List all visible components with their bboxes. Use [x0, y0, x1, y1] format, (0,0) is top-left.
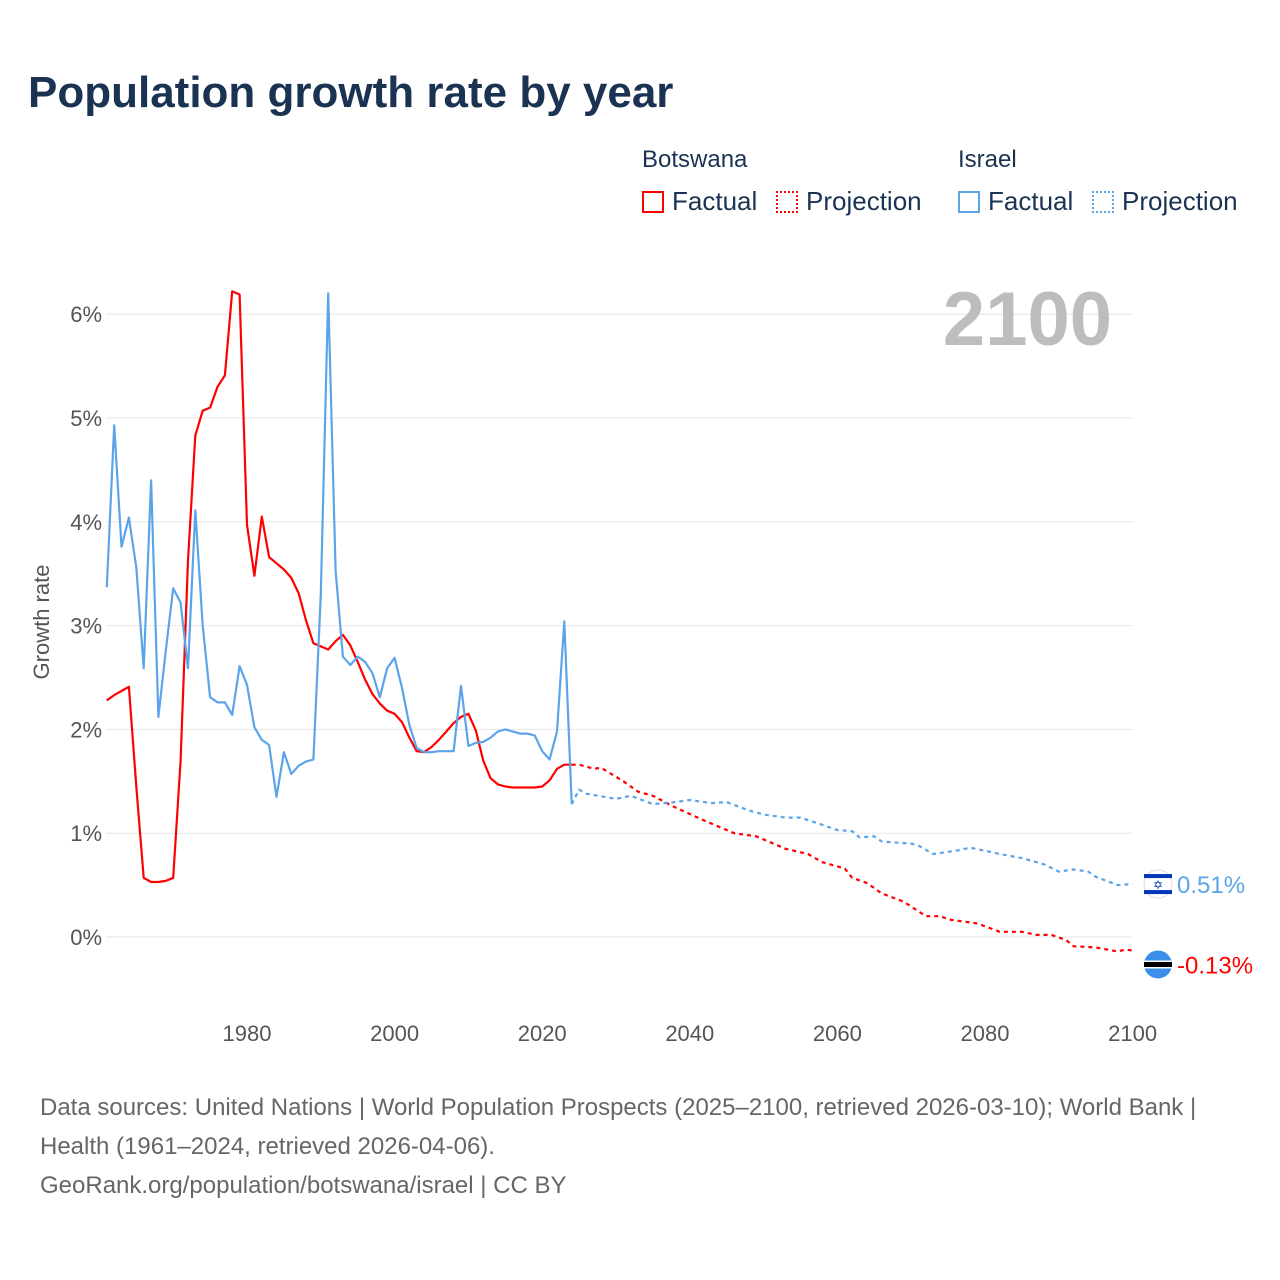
x-tick-label: 2080: [961, 1021, 1010, 1046]
y-tick-label: 5%: [70, 406, 102, 431]
legend-israel-projection[interactable]: Projection: [1092, 186, 1238, 217]
legend-israel-label: Israel: [958, 146, 1017, 173]
israel-flag-stripe: [1144, 890, 1172, 895]
x-tick-label: 2060: [813, 1021, 862, 1046]
x-tick-label: 2020: [518, 1021, 567, 1046]
legend-botswana-projection[interactable]: Projection: [776, 186, 922, 217]
star-of-david-icon: ✡: [1153, 878, 1163, 892]
y-tick-label: 2%: [70, 717, 102, 742]
y-tick-label: 3%: [70, 614, 102, 639]
y-tick-label: 1%: [70, 821, 102, 846]
y-tick-label: 0%: [70, 925, 102, 950]
solid-swatch-icon: [958, 190, 980, 213]
legend-label: Factual: [988, 186, 1074, 216]
legend-label: Projection: [1122, 186, 1238, 216]
y-tick-label: 4%: [70, 510, 102, 535]
footer: Data sources: United Nations | World Pop…: [40, 1088, 1240, 1205]
botswana-flag-stripe: [1144, 961, 1172, 967]
dotted-swatch-icon: [1092, 190, 1114, 213]
israel-flag-stripe: [1144, 874, 1172, 879]
series-line-botswana-factual: [106, 290, 572, 884]
legend-botswana-factual[interactable]: Factual: [642, 186, 757, 217]
dotted-swatch-icon: [776, 190, 798, 213]
legend-label: Projection: [806, 186, 922, 216]
plot-area: 0% 1% 2% 3% 4% 5% 6% 1980 2000 2020 2040 2060 2080 21…: [70, 290, 1253, 1046]
israel-end-label: 0.51%: [1177, 872, 1245, 899]
current-year-label: 2100: [942, 277, 1112, 362]
series-line-botswana-projection: [571, 763, 1133, 953]
series-line-israel-projection: [570, 788, 1133, 887]
botswana-end-label: -0.13%: [1177, 952, 1253, 979]
credit-link[interactable]: GeoRank.org/population/botswana/israel |…: [40, 1172, 567, 1199]
x-tick-label: 2000: [370, 1021, 419, 1046]
data-sources: Data sources: United Nations | World Pop…: [40, 1094, 1197, 1160]
x-tick-label: 2040: [665, 1021, 714, 1046]
solid-swatch-icon: [642, 190, 664, 213]
legend-label: Factual: [672, 186, 758, 216]
chart-title: Population growth rate by year: [28, 68, 674, 117]
y-tick-label: 6%: [70, 302, 102, 327]
x-tick-label: 1980: [223, 1021, 272, 1046]
x-tick-label: 2100: [1108, 1021, 1157, 1046]
series-line-israel-factual: [105, 292, 573, 805]
legend-botswana-label: Botswana: [642, 146, 748, 173]
legend-israel-factual[interactable]: Factual: [958, 186, 1073, 217]
